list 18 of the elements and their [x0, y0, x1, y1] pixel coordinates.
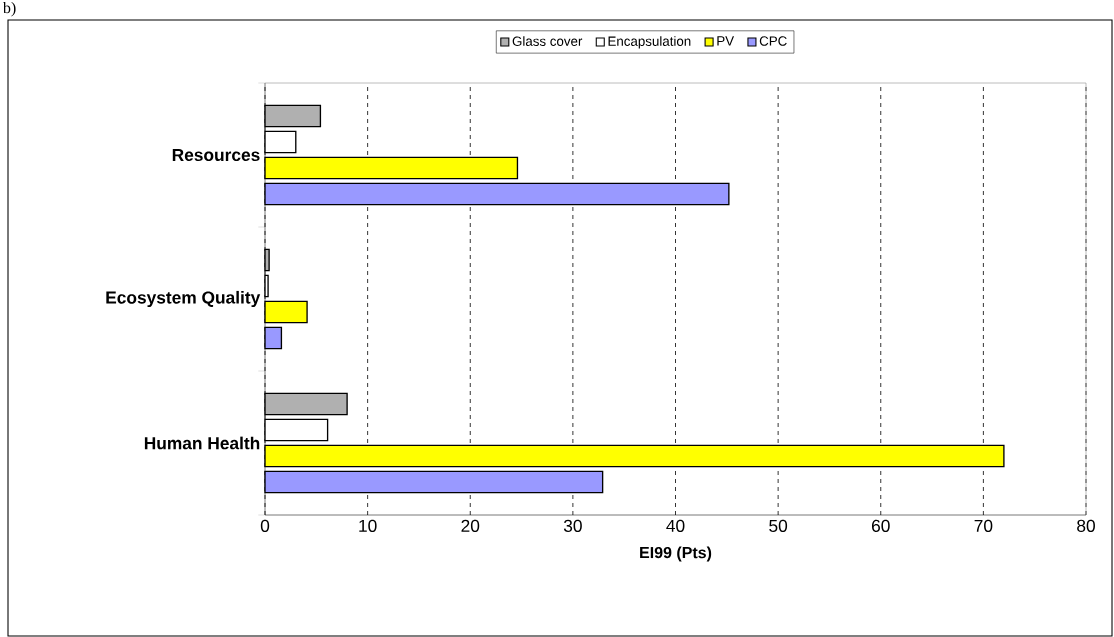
legend-label: Encapsulation: [608, 36, 691, 49]
x-tick-label: 0: [260, 519, 270, 532]
x-tick-label: 20: [461, 519, 480, 532]
y-tick-label: Human Health: [144, 436, 260, 450]
legend-label: Glass cover: [512, 36, 583, 46]
legend-label: PV: [717, 36, 735, 46]
y-tick-label: Ecosystem Quality: [106, 290, 261, 308]
x-tick-label: 70: [974, 519, 993, 532]
x-tick-label: 80: [1077, 519, 1095, 532]
x-tick-label: 40: [666, 519, 685, 532]
x-tick-label: 10: [359, 519, 377, 532]
x-tick-label: 50: [769, 519, 788, 532]
x-tick-label: 30: [563, 519, 582, 532]
text: b): [2, 1, 16, 17]
x-axis-title: EI99 (Pts): [640, 546, 712, 562]
legend-label: CPC: [759, 36, 787, 46]
y-tick-label: Resources: [172, 148, 260, 162]
x-tick-label: 60: [871, 519, 890, 532]
